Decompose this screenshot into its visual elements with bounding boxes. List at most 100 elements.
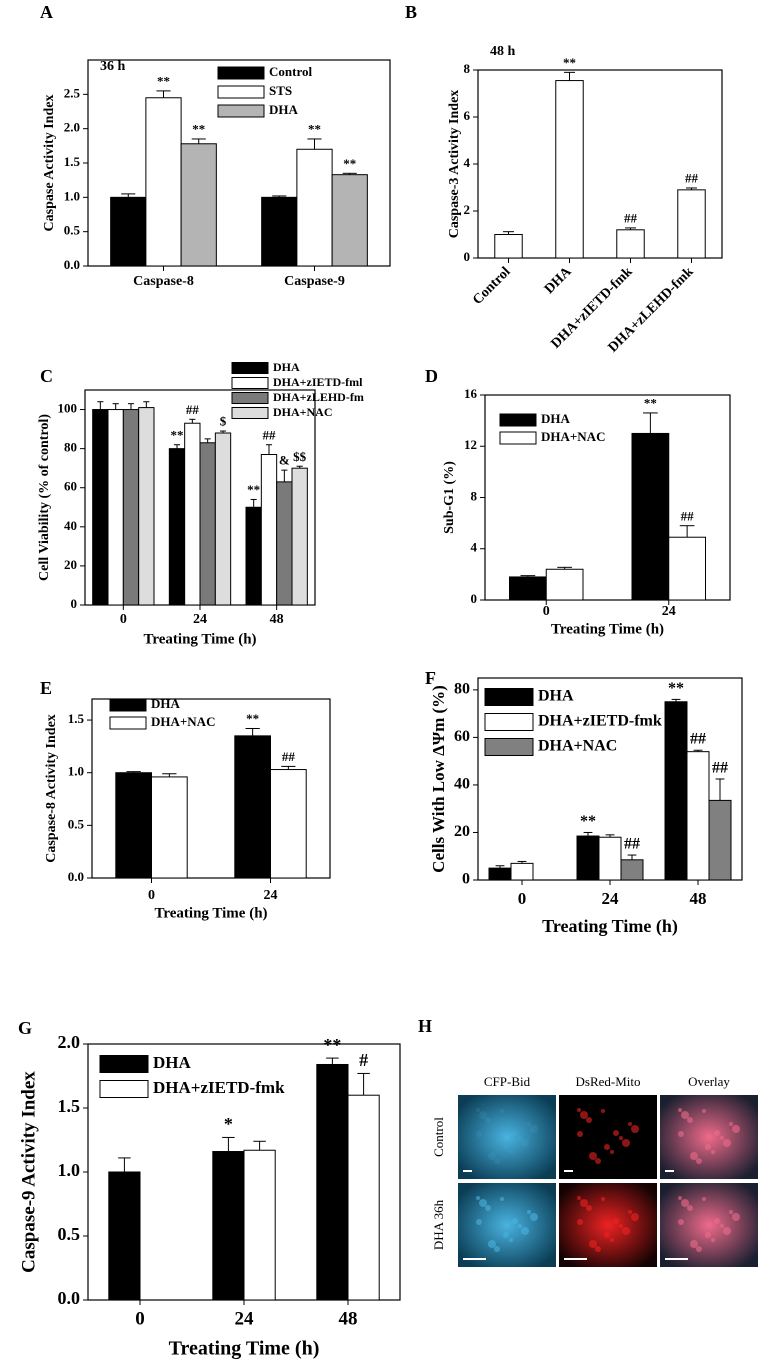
- bar: [616, 229, 645, 259]
- legend-swatch: [109, 698, 147, 712]
- subtitle: 36 h: [100, 59, 126, 74]
- panel-label: E: [40, 678, 52, 698]
- legend-label: DHA: [151, 696, 181, 711]
- y-tick-label: 100: [58, 401, 78, 416]
- speckle: [512, 1218, 518, 1224]
- speckle: [619, 1136, 623, 1140]
- speckle: [622, 1139, 630, 1147]
- bar: [184, 422, 201, 606]
- y-tick-label: 0.0: [64, 257, 80, 272]
- legend-label: DHA+zIETD-fml: [273, 375, 363, 389]
- speckle: [577, 1219, 583, 1225]
- bar: [180, 143, 217, 267]
- legend-swatch: [109, 716, 147, 730]
- subtitle: 48 h: [490, 44, 516, 59]
- bar: [107, 409, 124, 606]
- speckle: [714, 1218, 720, 1224]
- speckle: [681, 1111, 689, 1119]
- speckle: [512, 1130, 518, 1136]
- speckle: [503, 1144, 509, 1150]
- error-bar: [605, 834, 615, 838]
- legend-label: DHA+zLEHD-fm: [273, 390, 364, 404]
- legend-label: DHA: [269, 102, 299, 117]
- y-tick-label: 0.5: [68, 816, 85, 831]
- speckle: [711, 1238, 715, 1242]
- panel-label: F: [425, 668, 436, 688]
- error-bar: [272, 195, 287, 198]
- speckle: [702, 1109, 706, 1113]
- significance-label: **: [246, 711, 259, 726]
- x-tick-label: 0: [120, 612, 127, 627]
- error-bar: [97, 401, 104, 410]
- legend-label: Control: [269, 64, 312, 79]
- x-axis-label: Treating Time (h): [542, 916, 678, 937]
- significance-label: ##: [186, 402, 200, 417]
- error-bar: [143, 401, 150, 408]
- error-bar: [557, 566, 572, 570]
- error-bar: [517, 860, 527, 864]
- panel-label: A: [40, 2, 53, 22]
- x-axis-label: Treating Time (h): [551, 621, 664, 637]
- significance-label: ##: [263, 427, 277, 442]
- speckle: [577, 1108, 581, 1112]
- bar: [115, 772, 153, 879]
- error-bar: [281, 469, 288, 482]
- speckle: [619, 1224, 623, 1228]
- error-bar: [342, 172, 357, 175]
- speckle: [601, 1109, 605, 1113]
- error-bar: [245, 727, 260, 736]
- y-tick-label: 2.0: [58, 1032, 81, 1052]
- column-label: Overlay: [688, 1074, 730, 1089]
- error-bar: [253, 1140, 266, 1151]
- x-tick-label: DHA: [542, 264, 575, 297]
- y-tick-label: 1.5: [68, 711, 85, 726]
- y-axis-label: Caspase Activity Index: [42, 95, 57, 232]
- legend-label: STS: [269, 83, 292, 98]
- speckle: [610, 1150, 614, 1154]
- speckle: [613, 1218, 619, 1224]
- x-tick-label: 48: [690, 889, 707, 908]
- speckle: [527, 1122, 531, 1126]
- speckle: [589, 1240, 597, 1248]
- error-bar: [222, 1136, 235, 1152]
- x-axis-label: Treating Time (h): [143, 631, 256, 647]
- speckle: [527, 1210, 531, 1214]
- legend-label: DHA: [273, 360, 300, 374]
- y-tick-label: 8: [464, 61, 471, 76]
- bar: [664, 701, 688, 881]
- significance-label: &: [279, 453, 290, 468]
- y-tick-label: 0.5: [64, 223, 81, 238]
- panel-label: G: [18, 1018, 32, 1038]
- bar: [576, 835, 600, 881]
- bar: [488, 867, 512, 881]
- x-tick-label: 24: [662, 604, 676, 619]
- x-tick-label: 24: [602, 889, 620, 908]
- speckle: [577, 1131, 583, 1137]
- y-axis-label: Sub-G1 (%): [442, 461, 457, 534]
- y-tick-label: 1.5: [58, 1096, 81, 1116]
- bar: [509, 576, 547, 601]
- x-tick-label: 24: [264, 888, 278, 903]
- row-label: Control: [431, 1117, 446, 1157]
- y-axis-label: Cell Viability (% of control): [37, 414, 52, 581]
- panel-label: D: [425, 366, 438, 386]
- error-bar: [173, 444, 181, 449]
- speckle: [494, 1246, 500, 1252]
- y-tick-label: 4: [471, 540, 478, 555]
- y-tick-label: 6: [464, 108, 471, 123]
- micrograph: [660, 1183, 758, 1267]
- speckle: [586, 1117, 592, 1123]
- column-label: CFP-Bid: [484, 1074, 531, 1089]
- bar: [708, 799, 732, 881]
- error-bar: [686, 187, 697, 190]
- y-tick-label: 8: [471, 488, 478, 503]
- significance-label: ##: [282, 749, 296, 764]
- bar: [510, 862, 534, 881]
- significance-label: ##: [690, 731, 706, 748]
- speckle: [687, 1205, 693, 1211]
- legend-swatch: [217, 66, 265, 80]
- error-bar: [583, 831, 593, 837]
- y-tick-label: 4: [464, 155, 471, 170]
- legend-label: DHA+zIETD-fmk: [538, 713, 662, 730]
- legend-label: DHA+NAC: [151, 714, 215, 729]
